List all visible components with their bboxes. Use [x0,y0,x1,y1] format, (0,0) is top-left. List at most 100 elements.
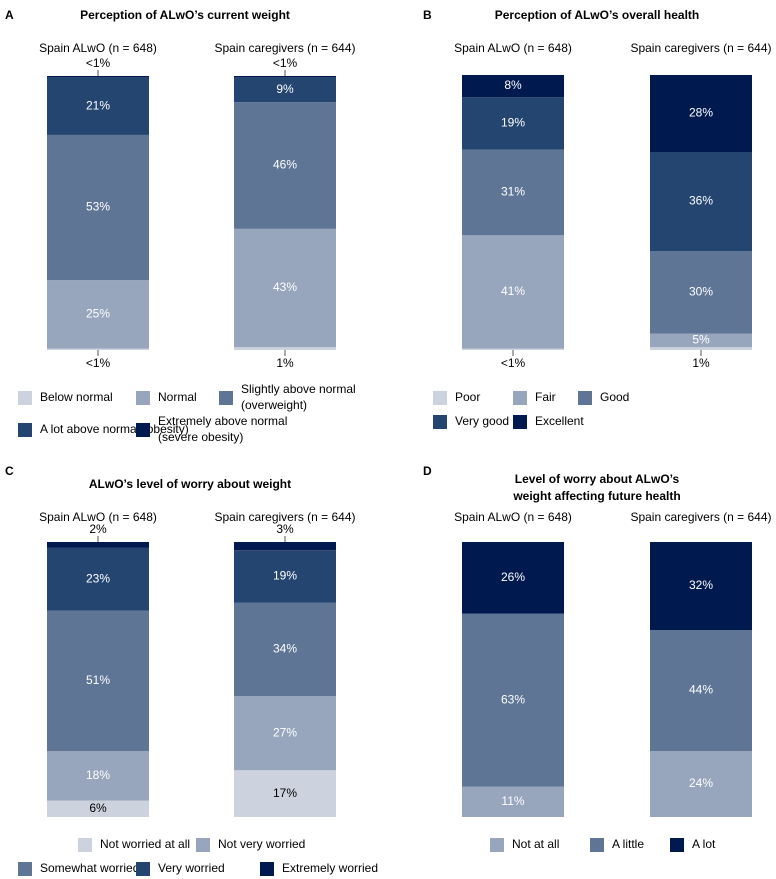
data-label: <1% [501,356,526,370]
legend-label: Below normal [40,390,113,404]
data-label: 17% [273,786,297,800]
data-label: 51% [86,673,110,687]
data-label: 46% [273,158,297,172]
bar-segment [462,97,564,150]
bar-segment [462,348,564,350]
legend-swatch [670,838,684,852]
bar-segment [47,76,149,78]
chart-title: Perception of ALwO’s current weight [80,8,290,22]
bar-segment [47,280,149,349]
data-label: 32% [689,578,713,592]
legend-swatch [219,391,233,405]
data-label: 30% [689,284,713,298]
bar-segment [650,751,752,817]
panel-letter: D [423,464,432,478]
data-label: 19% [273,569,297,583]
category-label: Spain caregivers (n = 644) [214,41,355,55]
data-label: <1% [86,356,111,370]
bar-segment [650,152,752,251]
bar-segment [462,149,564,236]
data-label: <1% [273,56,298,70]
bar-segment [234,102,336,229]
data-label: 63% [501,692,525,706]
data-label: 25% [86,307,110,321]
data-label: 24% [689,776,713,790]
chart-title: Perception of ALwO’s overall health [495,8,700,22]
data-label: 8% [504,78,522,92]
legend-label: Not at all [512,837,559,851]
data-label: 21% [86,98,110,112]
chart-title-line: weight affecting future health [512,489,680,503]
panel-b: B Perception of ALwO’s overall health Spai… [423,8,772,429]
category-label: Spain caregivers (n = 644) [630,510,771,524]
bar-segment [47,348,149,350]
bar-segment [234,550,336,603]
bar-segment [462,235,564,349]
data-label: 28% [689,106,713,120]
legend-label: A little [612,837,644,851]
legend-label: Fair [535,390,556,404]
category-label: Spain ALwO (n = 648) [454,510,572,524]
bar-segment [234,542,336,551]
data-label: 43% [273,280,297,294]
legend-label: (severe obesity) [158,430,243,444]
legend-label: Normal [158,390,197,404]
data-label: 41% [501,284,525,298]
data-label: 36% [689,194,713,208]
legend-label: Slightly above normal [241,382,356,396]
legend-swatch [433,415,447,429]
bar-segment [234,602,336,696]
panel-letter: A [5,8,14,22]
bar-segment [650,347,752,350]
bar-segment [462,542,564,614]
bar-segment [47,134,149,281]
legend-label: Excellent [535,414,584,428]
legend-label: Very good [455,414,509,428]
chart-title-line: Level of worry about ALwO’s [515,472,680,486]
bar-segment [47,610,149,751]
legend-swatch [260,862,274,876]
bar-segment [234,770,336,817]
category-label: Spain ALwO (n = 648) [454,41,572,55]
category-label: Spain caregivers (n = 644) [214,510,355,524]
legend-swatch [490,838,504,852]
legend-label: Extremely worried [282,861,378,875]
bar-segment [47,800,149,817]
legend-swatch [433,391,447,405]
data-label: 27% [273,725,297,739]
panel-letter: B [423,8,432,22]
data-label: 11% [501,794,524,808]
bar-segment [47,547,149,611]
legend-label: (overweight) [241,398,307,412]
category-label: Spain ALwO (n = 648) [39,41,157,55]
legend-label: Good [600,390,629,404]
legend-label: Not very worried [218,837,305,851]
bar-segment [650,333,752,348]
legend-label: Not worried at all [100,837,190,851]
bar-segment [650,630,752,751]
legend-swatch [578,391,592,405]
legend-swatch [136,391,150,405]
chart-title: ALwO’s level of worry about weight [89,477,291,491]
data-label: 1% [692,356,710,370]
data-label: 1% [276,356,294,370]
legend-label: Poor [455,390,480,404]
data-label: <1% [86,56,111,70]
legend-swatch [513,391,527,405]
bar-segment [462,75,564,98]
bar-segment [462,786,564,817]
legend-swatch [590,838,604,852]
legend-swatch [78,838,92,852]
data-label: 19% [501,116,525,130]
legend-label: Very worried [158,861,225,875]
legend-label: A lot [692,837,716,851]
bar-segment [234,76,336,78]
legend-label: Extremely above normal [158,414,287,428]
data-label: 53% [86,200,110,214]
data-label: 5% [692,333,710,347]
bar-segment [462,613,564,787]
data-label: 31% [501,185,525,199]
bar-segment [234,696,336,771]
data-label: 2% [89,522,107,536]
